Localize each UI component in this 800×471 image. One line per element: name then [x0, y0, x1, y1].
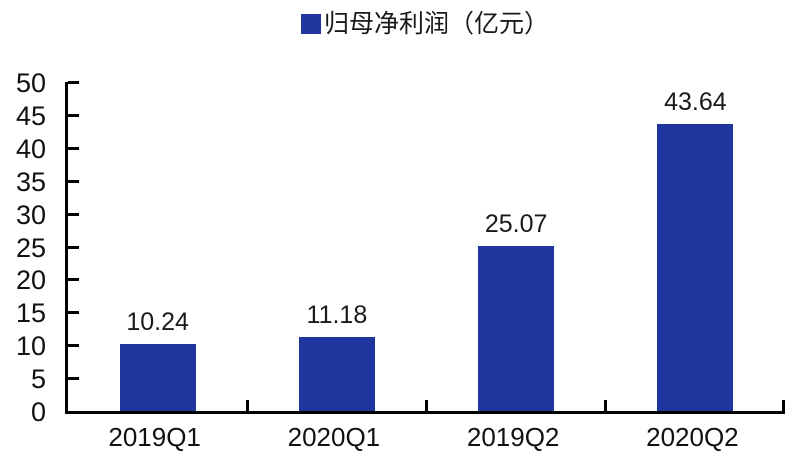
y-axis-tick [68, 344, 79, 348]
y-axis-tick [68, 278, 79, 282]
y-axis-label: 35 [15, 166, 46, 197]
y-axis-label: 45 [15, 100, 46, 131]
y-axis-tick [68, 311, 79, 315]
x-axis-tick [425, 400, 428, 411]
plot-area: 10.24 11.18 25.07 43.64 [65, 81, 785, 414]
legend-label: 归母净利润（亿元） [323, 10, 549, 38]
x-axis-tick [782, 400, 785, 411]
y-axis-label: 30 [15, 199, 46, 230]
bar-value-label: 11.18 [306, 301, 368, 330]
bar-value-label: 10.24 [126, 307, 189, 336]
y-axis-tick [68, 212, 79, 216]
bar [478, 246, 555, 411]
bar-value-label: 43.64 [664, 87, 727, 116]
bar [298, 337, 375, 411]
legend: 归母净利润（亿元） [65, 10, 785, 38]
y-axis-tick [68, 179, 79, 183]
y-axis-label: 15 [15, 298, 46, 329]
y-axis-label: 20 [15, 265, 46, 296]
x-axis-tick [245, 400, 249, 411]
bar [119, 343, 196, 411]
y-axis-label: 25 [15, 232, 46, 263]
y-axis-tick [68, 81, 79, 84]
bar-value-label: 25.07 [484, 210, 548, 239]
y-axis-labels: 0 5 10 15 20 25 30 35 40 45 50 [0, 69, 46, 426]
y-axis-tick [68, 245, 79, 249]
x-axis-label: 2019Q2 [466, 422, 560, 452]
x-axis-label: 2020Q2 [646, 422, 739, 452]
y-axis-tick [68, 146, 79, 150]
x-axis-tick [604, 400, 608, 411]
y-axis-tick [68, 113, 79, 117]
y-axis-label: 10 [15, 331, 46, 362]
bar [657, 123, 734, 411]
x-axis-label: 2020Q1 [287, 422, 381, 452]
y-axis-tick [68, 377, 79, 381]
y-axis-label: 50 [15, 68, 46, 98]
y-axis-label: 0 [30, 397, 46, 427]
y-axis-label: 40 [15, 133, 46, 164]
legend-swatch-icon [300, 14, 321, 34]
x-axis-labels: 2019Q1 2020Q1 2019Q2 2020Q2 [65, 422, 785, 454]
x-axis-label: 2019Q1 [108, 422, 201, 452]
y-axis-label: 5 [30, 364, 46, 395]
